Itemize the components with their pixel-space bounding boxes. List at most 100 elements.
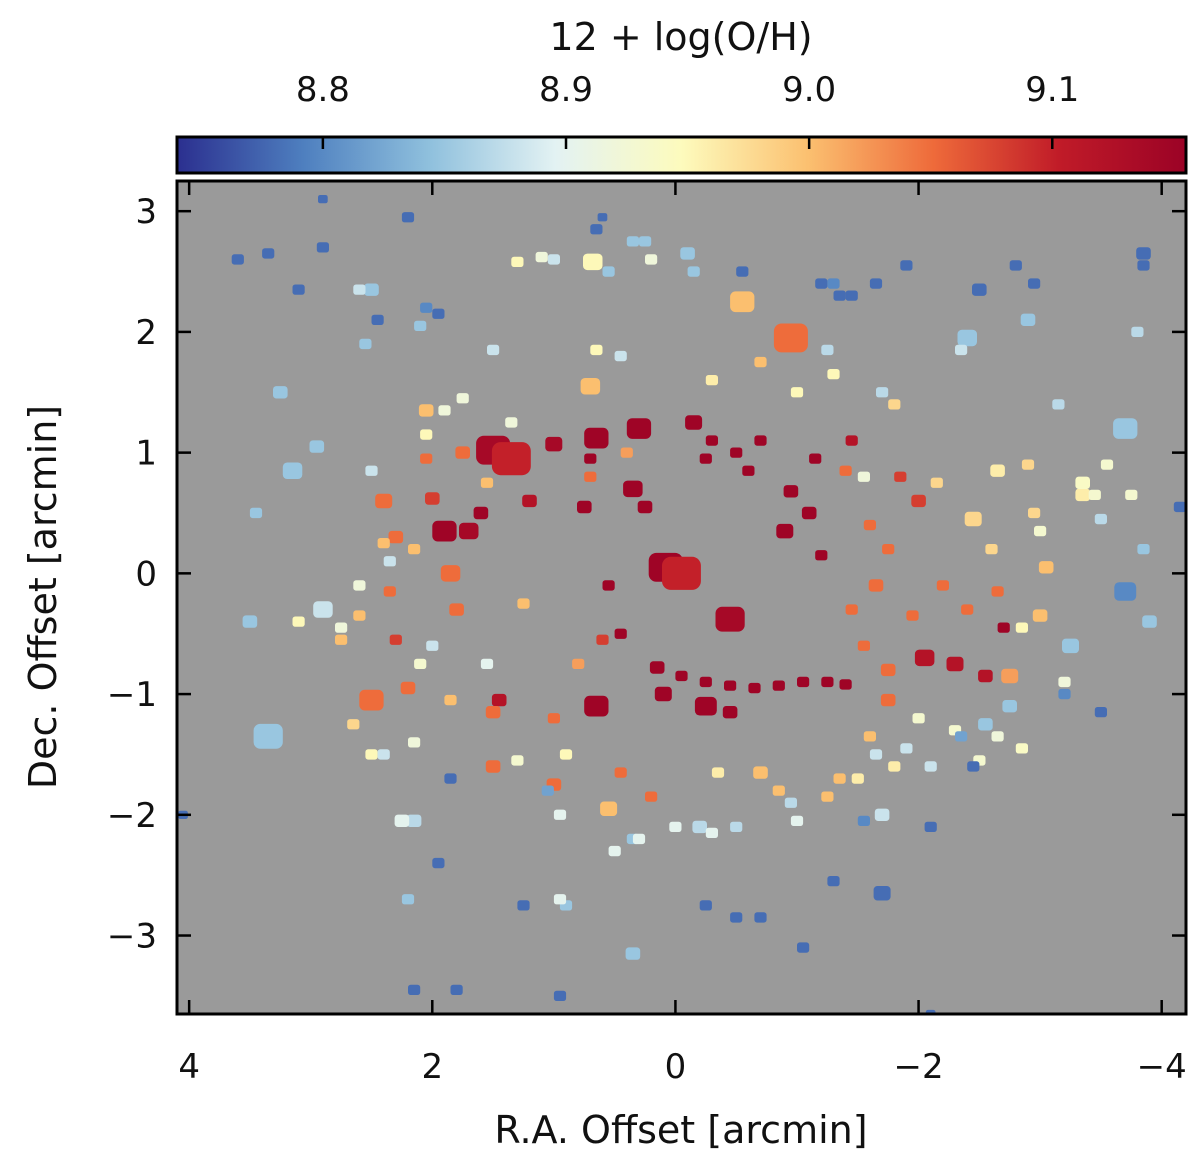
hii-region: [863, 731, 876, 742]
hii-region: [990, 464, 1005, 477]
hii-region: [425, 492, 440, 505]
hii-region: [961, 604, 974, 615]
hii-region: [383, 556, 396, 567]
hii-region: [715, 606, 745, 632]
x-tick-label: −4: [1137, 1047, 1187, 1087]
hii-region: [724, 680, 737, 691]
hii-region: [869, 278, 883, 289]
hii-region: [626, 236, 639, 247]
hii-region: [1058, 688, 1071, 700]
hii-region: [851, 773, 864, 784]
hii-region: [1094, 707, 1107, 718]
hii-region: [401, 894, 415, 905]
hii-region: [584, 453, 597, 464]
hii-region: [1173, 501, 1186, 513]
hii-region: [1075, 488, 1090, 502]
y-tick-labels: 3 2 1 0 −1 −2 −3: [107, 192, 157, 956]
hii-region: [313, 601, 333, 618]
hii-region: [833, 773, 846, 784]
colorbar-tick-label: 8.9: [539, 70, 593, 110]
hii-region: [900, 260, 913, 271]
hii-region: [511, 256, 524, 267]
hii-region: [377, 749, 390, 760]
hii-region: [868, 579, 884, 592]
hii-region: [1015, 743, 1028, 754]
x-tick-label: −2: [893, 1047, 943, 1087]
hii-region: [880, 693, 896, 707]
hii-region: [1028, 278, 1041, 289]
hii-region: [600, 801, 618, 816]
hii-region: [669, 821, 682, 832]
hii-region: [894, 471, 907, 482]
hii-region: [480, 477, 494, 488]
hii-region: [748, 682, 761, 694]
hii-region: [839, 679, 852, 690]
hii-region: [815, 278, 828, 289]
hii-region: [408, 737, 421, 748]
hii-region: [375, 493, 393, 509]
hii-region: [1088, 489, 1101, 500]
hii-region: [930, 477, 943, 488]
hii-region: [1137, 260, 1150, 271]
x-tick-label: 0: [665, 1047, 687, 1087]
hii-region: [874, 808, 890, 821]
hii-region: [924, 821, 937, 832]
hii-region: [388, 530, 404, 544]
hii-region: [985, 544, 998, 555]
hii-region: [580, 378, 601, 395]
hii-region: [1015, 622, 1028, 633]
hii-region: [906, 610, 919, 621]
hii-region: [414, 320, 427, 331]
hii-region: [857, 471, 870, 482]
hii-region: [590, 344, 603, 356]
hii-region: [772, 680, 785, 691]
hii-region: [815, 550, 828, 561]
hii-region: [1028, 507, 1041, 519]
colorbar-tick-label: 9.1: [1025, 70, 1079, 110]
hii-region: [491, 442, 531, 476]
hii-region: [827, 876, 840, 887]
hii-region: [353, 284, 366, 295]
hii-region: [614, 350, 627, 362]
hii-region: [608, 845, 621, 857]
hii-region: [1137, 544, 1150, 555]
hii-region: [449, 603, 464, 616]
y-tick-label: −3: [107, 917, 157, 957]
hii-region: [692, 820, 707, 834]
hii-region: [316, 242, 329, 253]
hii-region: [833, 290, 846, 301]
hii-region: [1075, 476, 1090, 489]
hii-region: [371, 314, 384, 325]
hii-region: [790, 815, 804, 826]
hii-region: [577, 500, 592, 514]
hii-region: [997, 622, 1010, 633]
hii-region: [377, 538, 390, 549]
hii-region: [545, 436, 563, 452]
hii-region: [292, 616, 305, 627]
hii-region: [414, 658, 427, 669]
hii-region: [1020, 313, 1036, 326]
hii-region: [440, 565, 461, 582]
hii-region: [401, 212, 415, 223]
hii-region: [991, 586, 1004, 597]
hii-region: [967, 761, 980, 772]
hii-region: [625, 947, 641, 960]
hii-region: [1094, 513, 1107, 525]
hii-region: [420, 429, 433, 440]
hii-region: [553, 894, 567, 905]
hii-region: [730, 912, 743, 923]
hii-region: [730, 821, 743, 832]
hii-region: [680, 247, 695, 260]
x-axis-label: R.A. Offset [arcmin]: [494, 1108, 867, 1152]
hii-region: [880, 663, 896, 677]
hii-region: [1052, 399, 1065, 410]
hii-region: [365, 749, 378, 760]
hii-region: [801, 506, 817, 520]
hii-region: [742, 465, 755, 476]
hii-region: [936, 580, 949, 591]
hii-region: [783, 485, 799, 498]
hii-region: [699, 453, 712, 464]
hii-region: [459, 522, 479, 540]
hii-region: [282, 462, 303, 479]
